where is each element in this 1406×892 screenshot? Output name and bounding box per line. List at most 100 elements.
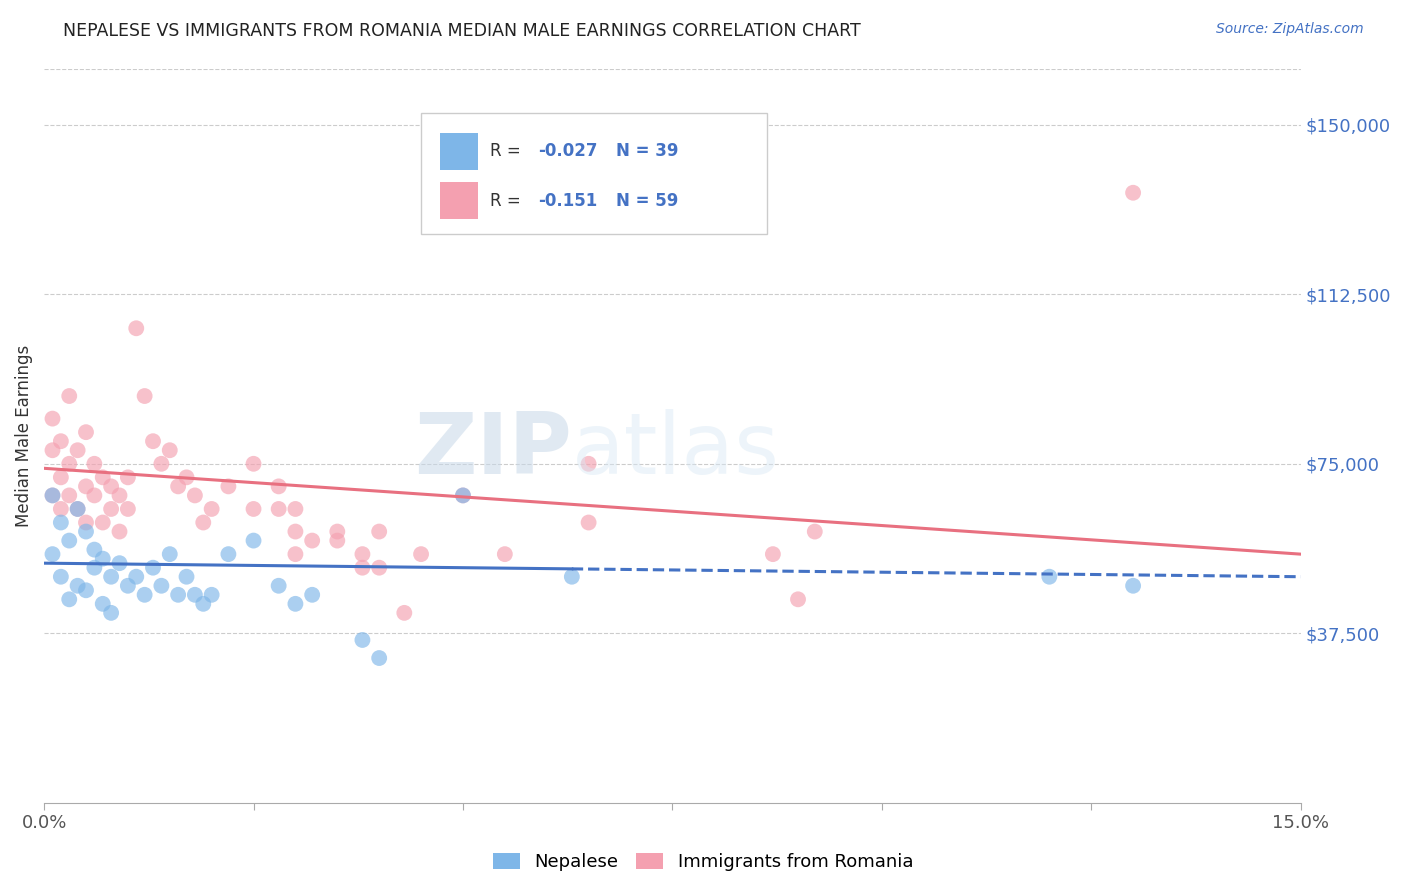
Point — [409, 547, 432, 561]
Point — [1038, 570, 1060, 584]
Point — [58, 389, 80, 403]
Text: atlas: atlas — [572, 409, 780, 491]
FancyBboxPatch shape — [420, 112, 766, 234]
Point — [352, 547, 374, 561]
Point — [284, 524, 307, 539]
Point — [176, 470, 198, 484]
Text: NEPALESE VS IMMIGRANTS FROM ROMANIA MEDIAN MALE EARNINGS CORRELATION CHART: NEPALESE VS IMMIGRANTS FROM ROMANIA MEDI… — [63, 22, 860, 40]
Point — [58, 592, 80, 607]
Point — [201, 502, 224, 516]
Point — [75, 425, 97, 439]
Point — [150, 579, 173, 593]
Point — [267, 579, 290, 593]
Point — [49, 570, 72, 584]
Point — [41, 443, 63, 458]
Point — [125, 321, 148, 335]
Point — [142, 560, 165, 574]
Point — [804, 524, 827, 539]
Point — [49, 516, 72, 530]
Point — [58, 533, 80, 548]
Point — [352, 632, 374, 647]
Text: R =: R = — [491, 192, 526, 210]
Point — [217, 547, 239, 561]
Point — [75, 524, 97, 539]
Point — [58, 488, 80, 502]
FancyBboxPatch shape — [440, 133, 478, 169]
Point — [159, 443, 181, 458]
Text: ZIP: ZIP — [415, 409, 572, 491]
Point — [108, 488, 131, 502]
Point — [108, 524, 131, 539]
Text: -0.027: -0.027 — [538, 143, 598, 161]
Point — [494, 547, 516, 561]
Point — [451, 488, 474, 502]
Point — [184, 588, 207, 602]
Point — [83, 542, 105, 557]
FancyBboxPatch shape — [440, 182, 478, 219]
Point — [117, 502, 139, 516]
Point — [75, 479, 97, 493]
Legend: Nepalese, Immigrants from Romania: Nepalese, Immigrants from Romania — [485, 846, 921, 879]
Point — [284, 597, 307, 611]
Point — [787, 592, 810, 607]
Point — [49, 434, 72, 449]
Point — [117, 470, 139, 484]
Point — [91, 551, 114, 566]
Text: R =: R = — [491, 143, 526, 161]
Point — [142, 434, 165, 449]
Point — [1122, 186, 1144, 200]
Point — [193, 516, 215, 530]
Point — [578, 457, 600, 471]
Point — [242, 502, 264, 516]
Point — [91, 470, 114, 484]
Point — [394, 606, 416, 620]
Point — [91, 597, 114, 611]
Point — [201, 588, 224, 602]
Text: N = 59: N = 59 — [616, 192, 678, 210]
Point — [167, 588, 190, 602]
Point — [762, 547, 785, 561]
Point — [352, 560, 374, 574]
Point — [125, 570, 148, 584]
Text: N = 39: N = 39 — [616, 143, 678, 161]
Point — [91, 516, 114, 530]
Point — [66, 502, 89, 516]
Point — [242, 457, 264, 471]
Point — [368, 524, 391, 539]
Point — [134, 389, 156, 403]
Point — [368, 560, 391, 574]
Point — [100, 479, 122, 493]
Point — [83, 488, 105, 502]
Point — [49, 470, 72, 484]
Point — [41, 411, 63, 425]
Point — [217, 479, 239, 493]
Y-axis label: Median Male Earnings: Median Male Earnings — [15, 344, 32, 526]
Point — [326, 524, 349, 539]
Point — [368, 651, 391, 665]
Text: Source: ZipAtlas.com: Source: ZipAtlas.com — [1216, 22, 1364, 37]
Point — [561, 570, 583, 584]
Point — [41, 488, 63, 502]
Point — [75, 583, 97, 598]
Text: -0.151: -0.151 — [538, 192, 598, 210]
Point — [284, 502, 307, 516]
Point — [193, 597, 215, 611]
Point — [100, 570, 122, 584]
Point — [41, 547, 63, 561]
Point — [242, 533, 264, 548]
Point — [134, 588, 156, 602]
Point — [176, 570, 198, 584]
Point — [108, 556, 131, 570]
Point — [100, 606, 122, 620]
Point — [66, 579, 89, 593]
Point — [184, 488, 207, 502]
Point — [578, 516, 600, 530]
Point — [41, 488, 63, 502]
Point — [66, 502, 89, 516]
Point — [150, 457, 173, 471]
Point — [83, 560, 105, 574]
Point — [301, 533, 323, 548]
Point — [117, 579, 139, 593]
Point — [1122, 579, 1144, 593]
Point — [284, 547, 307, 561]
